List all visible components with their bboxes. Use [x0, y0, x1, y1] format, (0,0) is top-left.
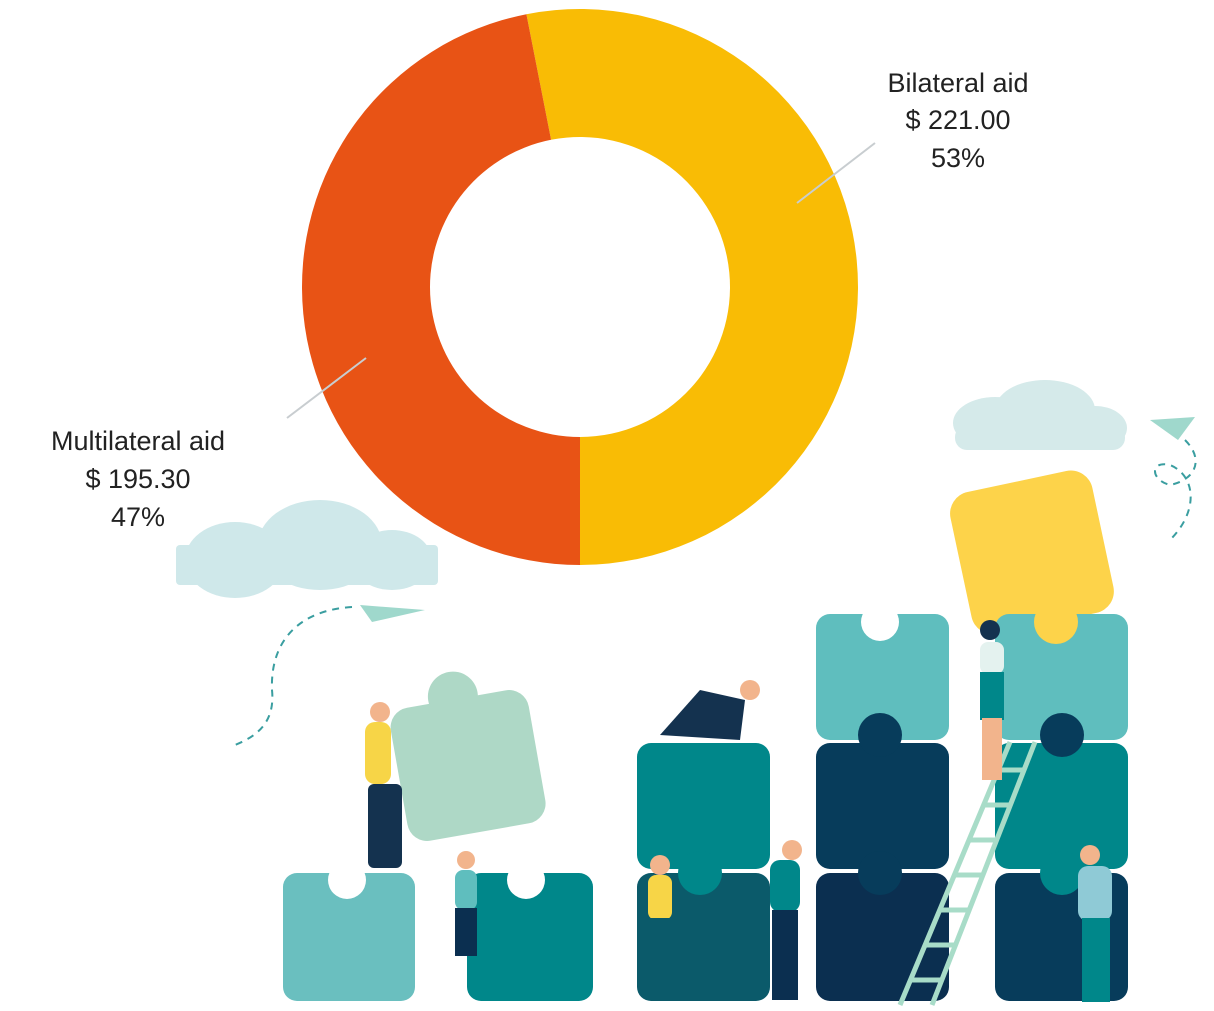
dash-path — [1154, 439, 1197, 541]
cloud — [176, 500, 438, 598]
value-label: $ 221.00 — [905, 105, 1010, 135]
donut-slice — [301, 14, 580, 565]
puzzle-blocks — [283, 600, 1128, 1001]
ladder — [897, 741, 1038, 1006]
leader-line — [796, 142, 876, 204]
puzzle-piece — [390, 671, 546, 841]
dash-path — [234, 606, 353, 746]
paper-plane — [360, 605, 425, 622]
share-label: 53% — [931, 143, 985, 173]
people — [365, 620, 1112, 1002]
donut — [301, 9, 858, 566]
share-label: 47% — [111, 502, 165, 532]
leader-line — [286, 357, 367, 419]
paper-plane — [1150, 417, 1195, 440]
value-label: $ 195.30 — [85, 464, 190, 494]
donut-slice — [526, 9, 858, 566]
slice-label: Multilateral aid — [51, 426, 225, 456]
slice-label: Bilateral aid — [887, 68, 1028, 98]
cloud — [953, 380, 1127, 450]
puzzle-piece — [950, 470, 1114, 635]
illustration — [176, 380, 1197, 1006]
